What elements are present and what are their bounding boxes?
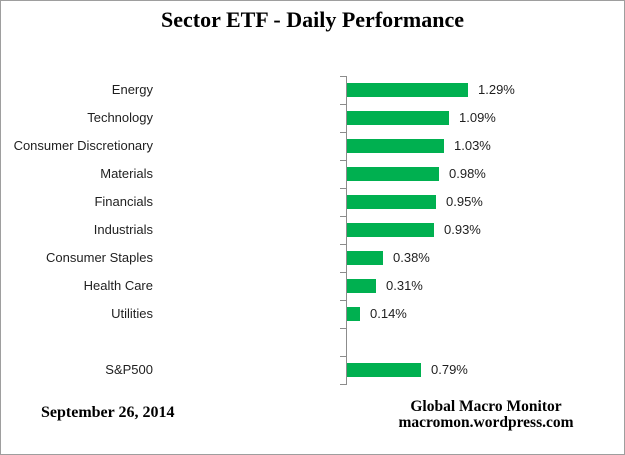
performance-bar [347,139,444,153]
category-label: Consumer Staples [46,250,153,265]
axis-tick [340,244,346,245]
category-axis-line [346,76,347,385]
axis-tick [340,328,346,329]
chart-title: Sector ETF - Daily Performance [160,7,464,32]
data-label: 0.93% [444,222,481,237]
axis-tick [340,384,346,385]
category-label: Financials [94,194,153,209]
data-label: 0.98% [449,166,486,181]
category-label: Technology [87,110,153,125]
axis-tick [340,272,346,273]
performance-bar [347,195,436,209]
data-label: 1.09% [459,110,496,125]
category-label: S&P500 [105,362,153,377]
category-label: Materials [100,166,153,181]
table-row: Energy 1.29% [1,76,624,104]
performance-bar [347,223,434,237]
date-label: September 26, 2014 [41,404,175,421]
performance-bar [347,307,360,321]
table-row: Health Care 0.31% [1,272,624,300]
axis-tick [340,356,346,357]
category-label: Energy [111,82,153,97]
data-label: 0.14% [370,306,407,321]
category-label [1,328,153,356]
data-label: 0.79% [431,362,468,377]
table-row [1,328,624,356]
credit-line-2: macromon.wordpress.com [398,414,574,431]
table-row: Consumer Staples 0.38% [1,244,624,272]
axis-tick [340,300,346,301]
category-label: Consumer Discretionary [13,138,153,153]
axis-tick [340,216,346,217]
axis-tick [340,76,346,77]
plot-area: Energy 1.29% Technology 1.09% Consumer Discr… [1,76,624,386]
data-label: 0.38% [393,250,430,265]
performance-bar [347,167,439,181]
axis-tick [340,160,346,161]
data-label: 0.31% [386,278,423,293]
performance-bar [347,251,383,265]
table-row: Consumer Discretionary 1.03% [1,132,624,160]
axis-tick [340,104,346,105]
performance-bar [347,111,449,125]
axis-tick [340,188,346,189]
data-label: 1.03% [454,138,491,153]
credit-line-1: Global Macro Monitor [410,398,562,415]
data-label: 0.95% [446,194,483,209]
performance-bar [347,363,421,377]
table-row: S&P500 0.79% [1,356,624,384]
table-row: Utilities 0.14% [1,300,624,328]
performance-bar [347,279,376,293]
category-label: Industrials [93,222,153,237]
axis-tick [340,132,346,133]
table-row: Financials 0.95% [1,188,624,216]
credit-block: Global Macro Monitor macromon.wordpress.… [361,399,611,431]
data-label: 1.29% [478,82,515,97]
table-row: Materials 0.98% [1,160,624,188]
table-row: Technology 1.09% [1,104,624,132]
category-label: Utilities [111,306,153,321]
table-row: Industrials 0.93% [1,216,624,244]
category-label: Health Care [83,278,153,293]
performance-bar [347,83,468,97]
